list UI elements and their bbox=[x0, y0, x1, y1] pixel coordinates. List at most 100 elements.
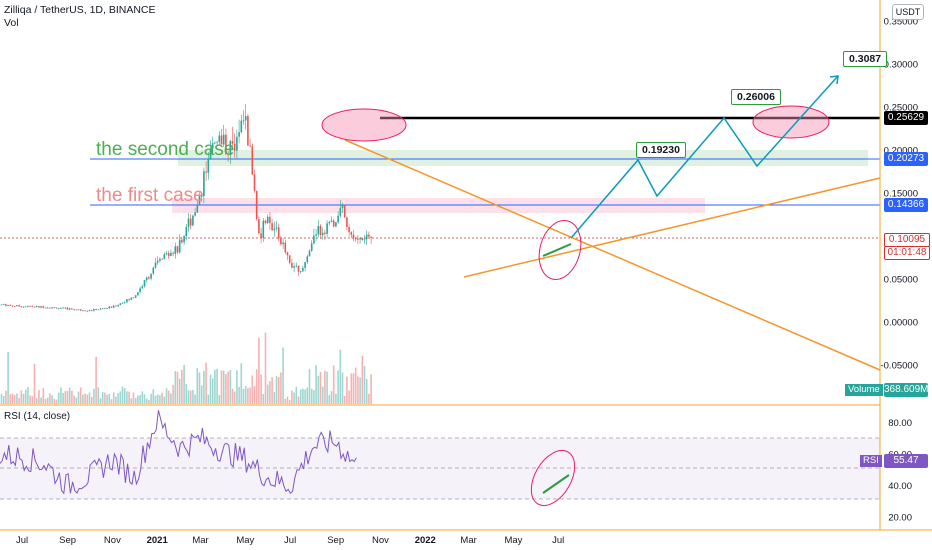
countdown-label: 01:01:48 bbox=[884, 246, 930, 260]
candle-body bbox=[216, 141, 218, 143]
volume-bar bbox=[227, 371, 229, 404]
candle-body bbox=[159, 258, 161, 261]
volume-bar bbox=[319, 371, 322, 404]
volume-bar bbox=[240, 363, 243, 404]
candle-body bbox=[51, 307, 53, 309]
candle-body bbox=[271, 223, 273, 231]
time-tick-label: Sep bbox=[327, 535, 344, 546]
volume-bar bbox=[123, 388, 126, 404]
candle-body bbox=[324, 232, 326, 234]
candle-body bbox=[183, 236, 185, 243]
ascending-trendline bbox=[463, 177, 881, 278]
rsi-tick-label: 20.00 bbox=[888, 512, 912, 523]
candle-body bbox=[84, 310, 86, 312]
volume-bar bbox=[200, 385, 203, 404]
candle-body bbox=[95, 308, 97, 310]
candle-body bbox=[79, 309, 82, 311]
volume-bar bbox=[86, 394, 89, 404]
volume-bar bbox=[167, 390, 170, 404]
candle-body bbox=[368, 234, 370, 237]
volume-bar bbox=[350, 373, 353, 404]
candle-body bbox=[60, 307, 62, 309]
currency-button[interactable]: USDT bbox=[892, 4, 924, 20]
candle-body bbox=[93, 308, 95, 311]
volume-bar bbox=[203, 370, 205, 404]
volume-bar bbox=[101, 392, 104, 404]
volume-bar bbox=[40, 397, 42, 404]
candle-body bbox=[33, 306, 36, 308]
candle-body bbox=[128, 299, 130, 300]
time-tick-label: Jul bbox=[16, 535, 28, 546]
candle-body bbox=[106, 308, 108, 309]
candle-body bbox=[46, 307, 49, 309]
candle-body bbox=[284, 242, 287, 253]
volume-bar bbox=[262, 394, 265, 404]
candle-body bbox=[275, 227, 278, 229]
candle-body bbox=[139, 288, 141, 293]
candle-body bbox=[152, 267, 155, 274]
volume-bar bbox=[251, 375, 254, 404]
volume-bar bbox=[299, 389, 302, 404]
candle-body bbox=[194, 212, 196, 216]
volume-bar bbox=[196, 368, 199, 404]
candle-body bbox=[130, 297, 133, 300]
volume-bar bbox=[284, 398, 287, 404]
candle-body bbox=[207, 159, 210, 173]
time-tick-label: Nov bbox=[104, 535, 121, 546]
candle-body bbox=[335, 222, 337, 227]
candle-body bbox=[306, 256, 309, 263]
candle-body bbox=[222, 134, 225, 145]
volume-bar bbox=[66, 390, 69, 404]
price-candles bbox=[0, 104, 372, 312]
candle-body bbox=[319, 225, 322, 236]
volume-bar bbox=[38, 390, 40, 404]
candle-body bbox=[121, 302, 124, 304]
candle-body bbox=[280, 238, 282, 245]
candle-body bbox=[176, 246, 179, 253]
volume-bar bbox=[97, 387, 100, 404]
volume-bar bbox=[115, 396, 117, 404]
volume-bar bbox=[354, 367, 357, 404]
volume-bar bbox=[269, 381, 271, 404]
candle-body bbox=[66, 307, 69, 310]
volume-bar bbox=[295, 386, 298, 404]
second-case-label: the second case bbox=[96, 139, 235, 160]
candle-body bbox=[196, 204, 199, 213]
candle-body bbox=[253, 174, 256, 191]
candle-body bbox=[104, 308, 106, 310]
volume-bar bbox=[346, 376, 348, 404]
candle-body bbox=[313, 235, 315, 244]
candle-body bbox=[361, 237, 364, 240]
volume-bar bbox=[368, 393, 370, 404]
candle-body bbox=[317, 225, 320, 235]
candle-body bbox=[0, 304, 3, 306]
rsi-line bbox=[0, 410, 357, 495]
candle-body bbox=[269, 216, 271, 224]
candle-body bbox=[99, 308, 102, 310]
chart-title: Zilliqa / TetherUS, 1D, BINANCE bbox=[4, 4, 156, 16]
candle-body bbox=[370, 236, 372, 238]
volume-bar bbox=[148, 399, 150, 404]
candle-body bbox=[244, 115, 247, 121]
volume-bar bbox=[211, 378, 214, 404]
volume-bar bbox=[363, 366, 366, 404]
candle-body bbox=[310, 243, 313, 251]
volume-bar bbox=[145, 398, 148, 404]
candle-body bbox=[13, 306, 16, 307]
volume-bar bbox=[172, 384, 174, 404]
volume-bar bbox=[236, 370, 238, 404]
volume-bar bbox=[7, 351, 9, 404]
candle-body bbox=[273, 228, 276, 231]
price-tick-label: 0.30000 bbox=[884, 60, 918, 71]
volume-bar bbox=[57, 392, 60, 404]
volume-bar bbox=[163, 396, 166, 404]
future-highlight-ellipse bbox=[752, 105, 830, 139]
candle-body bbox=[161, 258, 163, 260]
volume-bar bbox=[2, 396, 5, 404]
price-axis[interactable]: 0.350000.300000.250000.200000.150000.100… bbox=[880, 17, 918, 372]
volume-bar bbox=[119, 391, 122, 404]
time-axis[interactable]: Jul Sep Nov 2021 Mar May Jul Sep Nov 2022 Mar May Ju… bbox=[16, 535, 564, 546]
candle-body bbox=[262, 220, 265, 239]
